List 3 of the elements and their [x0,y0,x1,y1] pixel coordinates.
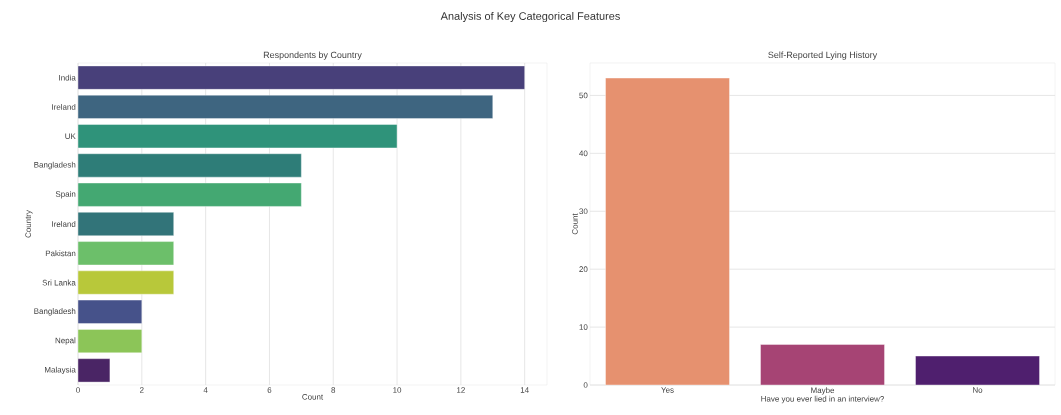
chart-title: Self-Reported Lying History [768,51,878,60]
chart-title: Respondents by Country [263,51,362,60]
text: Analysis of Key Categorical Features [440,11,620,23]
